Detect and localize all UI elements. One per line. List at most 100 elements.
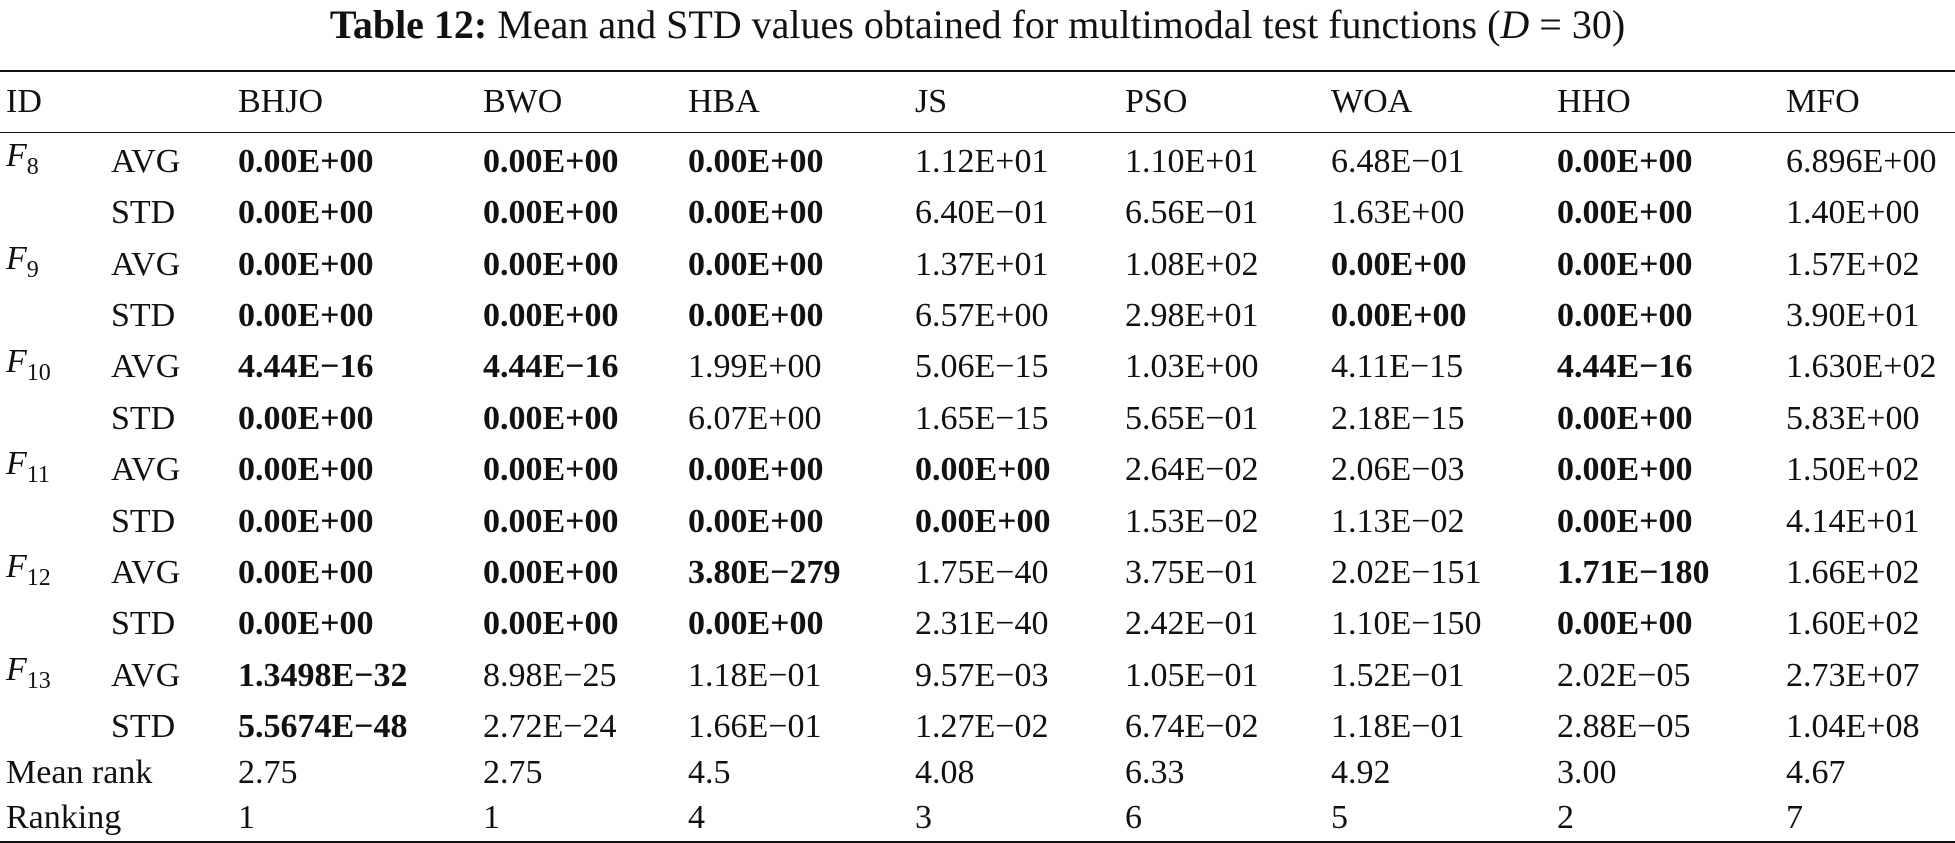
value-cell: 2.42E−01 [1125,605,1259,643]
value-cell: 0.00E+00 [1557,142,1693,180]
summary-value-cell: 6.33 [1125,753,1185,791]
value-cell: 1.04E+08 [1786,708,1920,746]
value-cell: 3.90E+01 [1786,297,1920,335]
value-cell: 4.14E+01 [1786,502,1920,540]
value-cell: 0.00E+00 [1557,245,1693,283]
value-cell: 4.44E−16 [483,348,619,386]
value-cell: 6.896E+00 [1786,142,1937,180]
function-id-subscript: 12 [26,564,51,591]
value-cell: 2.02E−05 [1557,656,1691,694]
table-row: F11 AVG 0.00E+00 0.00E+00 0.00E+00 0.00E+00 2.… [0,441,1955,498]
header-cell: ID [6,83,42,120]
value-cell: 0.00E+00 [688,142,824,180]
value-cell: 6.40E−01 [915,194,1049,232]
value-cell: 2.06E−03 [1331,451,1465,489]
value-cell: 0.00E+00 [688,502,824,540]
value-cell: 1.75E−40 [915,554,1049,592]
summary-row: Ranking 1 1 4 3 6 5 2 7 [0,795,1955,842]
function-id-subscript: 11 [26,462,50,489]
function-id-cell [0,293,105,339]
value-cell: 0.00E+00 [1331,245,1467,283]
function-id-base: F [6,239,27,277]
header-cell: WOA [1331,83,1413,120]
summary-value-cell: 7 [1786,799,1803,837]
value-cell: 2.31E−40 [915,605,1049,643]
value-cell: 1.27E−02 [915,708,1049,746]
function-id-cell: F10 [0,339,105,396]
header-cell: JS [915,83,948,120]
value-cell: 5.5674E−48 [238,708,408,746]
function-id-base: F [6,548,27,586]
function-id-subscript: 8 [26,153,39,180]
caption-label: Table 12: [329,2,488,47]
header-cell: PSO [1125,83,1188,120]
header-cell: BWO [483,83,563,120]
header-cell: HHO [1557,83,1631,120]
value-cell: 0.00E+00 [688,451,824,489]
caption-text-before: Mean and STD values obtained for multimo… [497,2,1501,47]
function-id-base: F [6,650,27,688]
summary-value-cell: 2.75 [483,753,543,791]
summary-value-cell: 1 [238,799,255,837]
value-cell: 0.00E+00 [483,399,619,437]
value-cell: 0.00E+00 [688,605,824,643]
summary-value-cell: 2 [1557,799,1574,837]
value-cell: 0.00E+00 [1557,451,1693,489]
value-cell: 1.13E−02 [1331,502,1465,540]
summary-value-cell: 4.08 [915,753,975,791]
value-cell: 6.74E−02 [1125,708,1259,746]
value-cell: 1.53E−02 [1125,502,1259,540]
value-cell: 6.07E+00 [688,399,822,437]
value-cell: 2.98E+01 [1125,297,1259,335]
function-id-base: F [6,445,27,483]
function-id-cell [0,601,105,647]
value-cell: 1.40E+00 [1786,194,1920,232]
value-cell: 0.00E+00 [238,194,374,232]
value-cell: 1.66E−01 [688,708,822,746]
value-cell: 1.66E+02 [1786,554,1920,592]
value-cell: 0.00E+00 [483,194,619,232]
results-table: ID BHJO BWO HBA JS PSO WOA HHO MFO F8 AVG… [0,70,1955,843]
value-cell: 0.00E+00 [1557,297,1693,335]
value-cell: 0.00E+00 [238,245,374,283]
header-cell: HBA [688,83,760,120]
value-cell: 2.18E−15 [1331,399,1465,437]
summary-label-cell: Mean rank [6,753,153,791]
stat-cell: AVG [111,245,181,283]
header-cell [105,71,232,133]
value-cell: 0.00E+00 [688,194,824,232]
value-cell: 0.00E+00 [1331,297,1467,335]
value-cell: 1.10E+01 [1125,142,1259,180]
table-row: STD 0.00E+00 0.00E+00 0.00E+00 2.31E−40 2.42E… [0,601,1955,647]
table-row: STD 0.00E+00 0.00E+00 0.00E+00 6.57E+00 2.98E… [0,293,1955,339]
stat-cell: AVG [111,451,181,489]
function-id-cell: F11 [0,441,105,498]
value-cell: 0.00E+00 [483,451,619,489]
function-id-subscript: 9 [26,256,39,283]
value-cell: 1.37E+01 [915,245,1049,283]
value-cell: 0.00E+00 [1557,399,1693,437]
value-cell: 1.63E+00 [1331,194,1465,232]
function-id-base: F [6,137,27,174]
value-cell: 1.18E−01 [1331,708,1465,746]
value-cell: 0.00E+00 [915,451,1051,489]
value-cell: 0.00E+00 [688,297,824,335]
value-cell: 0.00E+00 [483,554,619,592]
table-row: STD 5.5674E−48 2.72E−24 1.66E−01 1.27E−02 6.7… [0,704,1955,750]
function-id-cell: F8 [0,133,105,191]
header-row: ID BHJO BWO HBA JS PSO WOA HHO MFO [0,71,1955,133]
table-row: F8 AVG 0.00E+00 0.00E+00 0.00E+00 1.12E+01 1.1… [0,133,1955,191]
value-cell: 3.80E−279 [688,554,841,592]
summary-value-cell: 6 [1125,799,1142,837]
table-row: STD 0.00E+00 0.00E+00 6.07E+00 1.65E−15 5.65E… [0,396,1955,442]
value-cell: 1.18E−01 [688,656,822,694]
table-row: STD 0.00E+00 0.00E+00 0.00E+00 6.40E−01 6.56E… [0,190,1955,236]
value-cell: 0.00E+00 [1557,194,1693,232]
summary-row: Mean rank 2.75 2.75 4.5 4.08 6.33 4.92 3.00 4.67 [0,750,1955,796]
value-cell: 5.06E−15 [915,348,1049,386]
function-id-subscript: 13 [26,667,51,694]
value-cell: 1.57E+02 [1786,245,1920,283]
stat-cell: AVG [111,554,181,592]
table-body: F8 AVG 0.00E+00 0.00E+00 0.00E+00 1.12E+01 1.1… [0,133,1955,842]
function-id-cell [0,704,105,750]
